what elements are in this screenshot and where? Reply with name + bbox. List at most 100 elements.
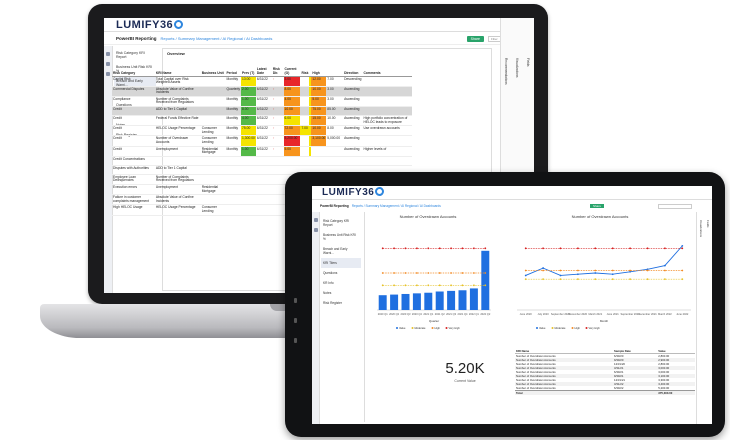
data-point[interactable] (473, 247, 475, 250)
data-point[interactable] (664, 278, 666, 281)
data-point[interactable] (577, 269, 579, 272)
data-point[interactable] (594, 247, 597, 250)
data-point[interactable] (681, 269, 684, 272)
data-point[interactable] (438, 272, 441, 274)
data-point[interactable] (629, 269, 631, 272)
data-point[interactable] (381, 247, 384, 250)
data-point[interactable] (611, 278, 614, 281)
breadcrumb[interactable]: Reports / Summary Management / Al Region… (160, 36, 273, 41)
column-header[interactable]: Prev (T) (241, 64, 256, 77)
data-point[interactable] (559, 274, 562, 277)
line-chart[interactable]: June 2020 July 2020 September 2020December… (505, 220, 695, 340)
column-header[interactable]: Risk (300, 64, 310, 77)
data-point[interactable] (438, 284, 441, 287)
data-point[interactable] (594, 278, 597, 281)
data-point[interactable] (427, 272, 430, 274)
data-point[interactable] (611, 273, 614, 276)
data-point[interactable] (542, 269, 544, 272)
data-point[interactable] (381, 284, 384, 287)
data-point[interactable] (404, 284, 407, 287)
right-tab-fields[interactable]: Fields (526, 58, 530, 67)
data-point[interactable] (393, 247, 395, 250)
data-point[interactable] (524, 278, 527, 281)
table-row[interactable]: Credit Number of Overdrawn Accounts Consum… (112, 135, 412, 147)
right-tab-fields[interactable]: Fields (706, 220, 710, 228)
bar[interactable] (390, 294, 399, 310)
bar[interactable] (481, 250, 490, 310)
column-header[interactable]: Risk Category (112, 64, 155, 77)
nav-item[interactable]: KRI Tilers (321, 258, 361, 268)
reports-icon[interactable] (313, 228, 318, 232)
data-point[interactable] (450, 247, 452, 250)
column-header[interactable]: Risk Dir. (271, 64, 284, 77)
bar[interactable] (469, 288, 478, 310)
data-point[interactable] (646, 247, 649, 250)
nav-item[interactable]: Risk Category KRI Report (116, 51, 145, 59)
reports-icon[interactable] (106, 62, 110, 66)
data-point[interactable] (629, 247, 631, 250)
data-point[interactable] (664, 247, 666, 250)
nav-item[interactable]: Risk Category KRI Report (323, 219, 350, 227)
data-point[interactable] (438, 247, 441, 250)
data-point[interactable] (611, 269, 614, 272)
nav-item[interactable]: KR Info (323, 281, 334, 285)
data-point[interactable] (594, 269, 597, 272)
column-header[interactable]: Current (O) (283, 64, 301, 77)
column-header[interactable]: High (311, 64, 327, 77)
data-point[interactable] (484, 284, 487, 287)
table-row[interactable]: Commercial Disputes Absolute Value of Con… (112, 86, 412, 97)
data-point[interactable] (524, 269, 527, 272)
data-point[interactable] (461, 272, 464, 274)
data-point[interactable] (542, 247, 544, 250)
data-point[interactable] (559, 247, 562, 250)
data-point[interactable] (542, 267, 544, 269)
home-icon[interactable] (313, 218, 318, 222)
data-icon[interactable] (106, 72, 110, 76)
data-point[interactable] (484, 247, 487, 250)
share-button[interactable]: Share (466, 35, 484, 42)
column-header[interactable] (326, 64, 342, 77)
data-point[interactable] (664, 269, 666, 272)
bar[interactable] (401, 293, 410, 310)
data-point[interactable] (559, 278, 562, 281)
column-header[interactable]: Direction (343, 64, 363, 77)
table-row[interactable]: Credit Federal Funds Effective Rate Monthl… (112, 115, 412, 127)
column-header[interactable] (309, 64, 312, 77)
bar[interactable] (378, 295, 387, 310)
data-point[interactable] (664, 264, 666, 267)
data-point[interactable] (681, 244, 684, 247)
data-point[interactable] (577, 278, 579, 281)
nav-item[interactable]: Questions (323, 271, 338, 275)
data-point[interactable] (416, 247, 418, 250)
data-point[interactable] (393, 272, 395, 274)
data-point[interactable] (646, 278, 649, 281)
data-point[interactable] (646, 268, 649, 271)
column-header[interactable]: Period (225, 64, 242, 77)
right-tab-visualizations[interactable]: Visualizations (515, 58, 519, 78)
data-point[interactable] (629, 278, 631, 281)
data-point[interactable] (577, 247, 579, 250)
data-point[interactable] (542, 278, 544, 281)
data-point[interactable] (484, 272, 487, 274)
bar[interactable] (458, 290, 467, 310)
bar[interactable] (424, 292, 433, 310)
column-header[interactable]: Sample Date (613, 348, 658, 354)
data-point[interactable] (681, 247, 684, 250)
data-point[interactable] (427, 284, 430, 287)
data-point[interactable] (629, 270, 631, 273)
lumify-logo[interactable]: LUMIFY36 (322, 187, 385, 198)
table-row[interactable]: Disputes with Authorities ADD to Tier 1 C… (112, 165, 412, 175)
data-point[interactable] (577, 273, 579, 276)
bar[interactable] (447, 290, 456, 310)
data-point[interactable] (450, 284, 452, 287)
data-point[interactable] (524, 274, 527, 277)
data-point[interactable] (416, 272, 418, 274)
data-point[interactable] (559, 269, 562, 272)
column-header[interactable]: KRI Name (154, 64, 201, 77)
data-point[interactable] (461, 284, 464, 287)
data-point[interactable] (416, 284, 418, 287)
breadcrumb[interactable]: Reports / Summary Management / Al Region… (351, 204, 441, 208)
bar[interactable] (412, 293, 421, 310)
data-point[interactable] (461, 247, 464, 250)
bar-chart[interactable]: 2020 Q1 2020 Q2 2020 Q3 2020 Q4 2021 Q1 2021 … (365, 220, 495, 340)
